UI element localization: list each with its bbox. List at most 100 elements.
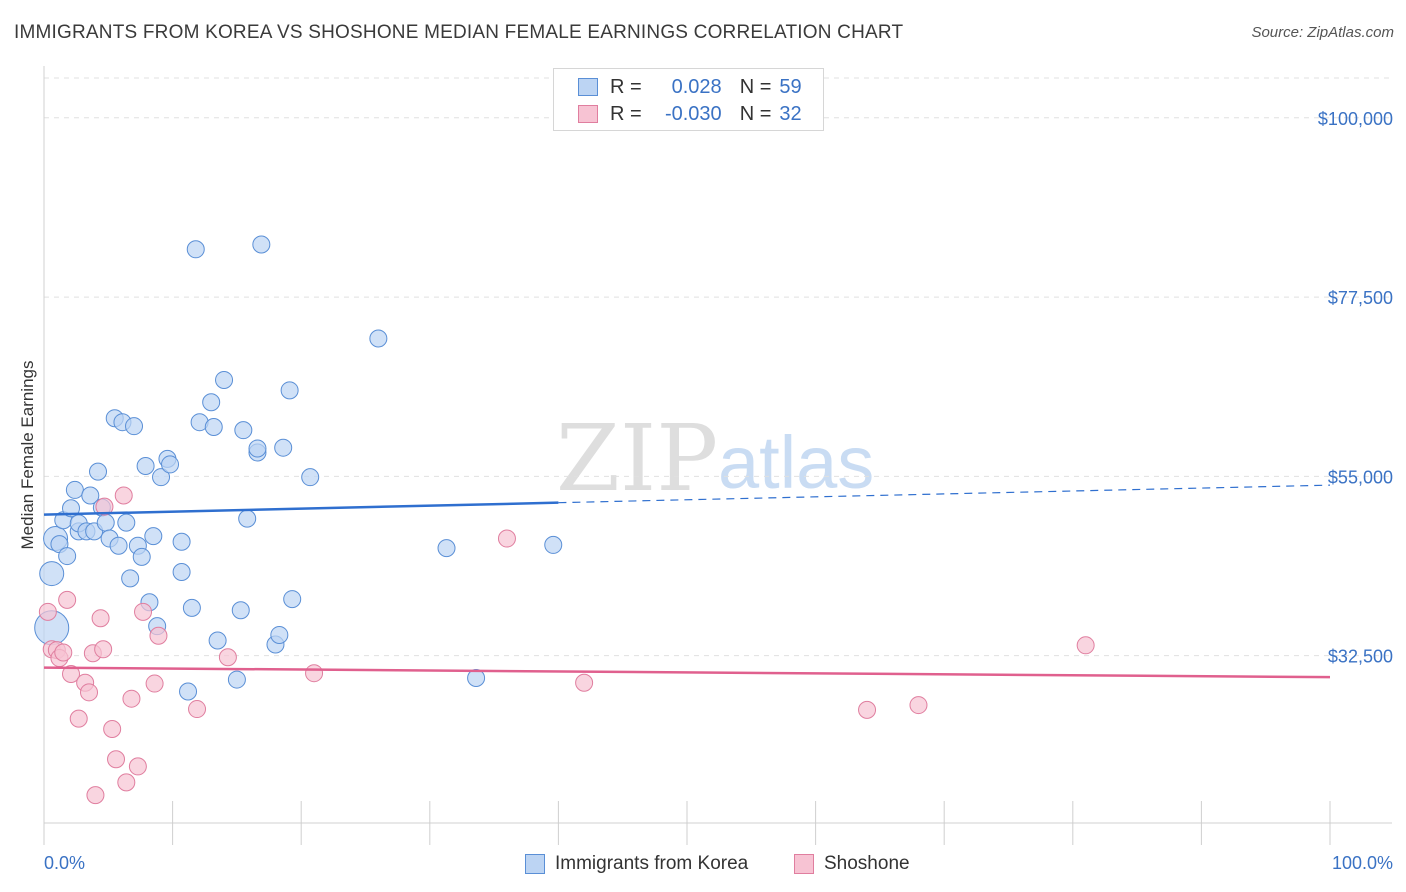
shoshone-point [145,674,164,693]
korea-point [274,438,293,457]
korea-points [34,235,563,701]
y-tick-label: $32,500 [1328,647,1393,667]
korea-point [437,539,456,558]
shoshone-point [305,664,324,683]
korea-trend-extension [558,484,1331,504]
korea-point [186,240,205,259]
korea-point [81,486,100,505]
shoshone-points [38,486,1095,805]
korea-legend-label: Immigrants from Korea [555,853,749,874]
shoshone-point [80,683,99,702]
shoshone-point [497,529,516,548]
korea-point [172,563,191,581]
korea-point [179,682,198,701]
shoshone-point [69,709,88,728]
shoshone-point [128,757,147,776]
shoshone-trend-line [43,666,1331,679]
watermark-zip: ZIP [556,405,718,512]
korea-point [202,393,221,412]
n-label: N = [739,75,772,98]
korea-point [58,547,77,566]
shoshone-point [114,486,133,505]
korea-point [96,513,115,532]
stats-legend: R = 0.028 N = 59 R = -0.030 N = 32 [553,68,824,131]
shoshone-point [122,689,141,708]
r-label: R = [610,102,642,125]
korea-point [283,590,302,609]
shoshone-point [909,696,928,715]
korea-point [121,569,140,588]
korea-point [252,235,271,254]
y-tick-label: $55,000 [1328,467,1393,487]
korea-point [369,329,388,348]
korea-point [89,462,108,481]
korea-r-value: 0.028 [671,75,722,98]
korea-point [248,439,267,458]
korea-point [270,625,289,644]
shoshone-point [62,664,81,683]
x-tick-label-min: 0.0% [44,853,85,873]
shoshone-point [1076,636,1095,655]
shoshone-legend-swatch [794,854,814,874]
korea-point [544,535,563,554]
shoshone-point [218,648,237,667]
korea-point [301,468,320,487]
korea-n-value: 59 [779,75,802,98]
shoshone-point [134,602,153,621]
korea-point [152,468,171,487]
shoshone-point [86,786,105,805]
source-label: Source: ZipAtlas.com [1251,24,1394,41]
korea-point [136,457,155,476]
shoshone-point [149,626,168,645]
korea-point [65,480,84,499]
y-tick-label: $100,000 [1318,109,1393,129]
y-tick-label: $77,500 [1328,288,1393,308]
korea-point [172,532,191,551]
chart-title: IMMIGRANTS FROM KOREA VS SHOSHONE MEDIAN… [14,22,904,43]
watermark-atlas: atlas [718,421,874,504]
korea-point [62,499,81,518]
shoshone-point [103,719,122,738]
korea-point [204,417,223,436]
shoshone-point [94,640,113,659]
legend-row-korea: R = 0.028 N = 59 [578,75,802,99]
korea-point [208,631,227,650]
korea-point [215,370,234,389]
n-label: N = [739,102,772,125]
korea-point [231,601,250,620]
shoshone-point [54,643,73,662]
shoshone-legend-label: Shoshone [824,853,910,874]
korea-legend-swatch [525,854,545,874]
legend-row-shoshone: R = -0.030 N = 32 [578,102,802,126]
bottom-legend-korea: Immigrants from Korea [525,852,748,876]
shoshone-point [58,590,77,609]
korea-point [234,421,253,440]
shoshone-point [38,602,57,621]
x-tick-label-max: 100.0% [1332,853,1393,873]
korea-point [467,668,486,687]
shoshone-swatch [578,105,598,123]
shoshone-point [188,700,207,719]
korea-swatch [578,78,598,96]
korea-trend-line [43,501,559,516]
shoshone-point [858,700,877,719]
korea-point [132,547,151,566]
korea-point [161,455,180,474]
bottom-legend-shoshone: Shoshone [794,852,910,876]
shoshone-n-value: 32 [779,102,802,125]
shoshone-point [107,750,126,769]
shoshone-point [95,497,114,516]
y-axis-label: Median Female Earnings [18,360,37,550]
shoshone-point [91,609,110,628]
korea-point [280,381,299,400]
korea-point [182,598,201,617]
shoshone-r-value: -0.030 [664,102,722,125]
r-label: R = [610,75,642,98]
shoshone-point [575,673,594,692]
korea-point [39,561,65,587]
korea-point [125,417,144,436]
shoshone-point [117,773,136,792]
korea-point [227,670,246,689]
korea-point [238,509,257,528]
